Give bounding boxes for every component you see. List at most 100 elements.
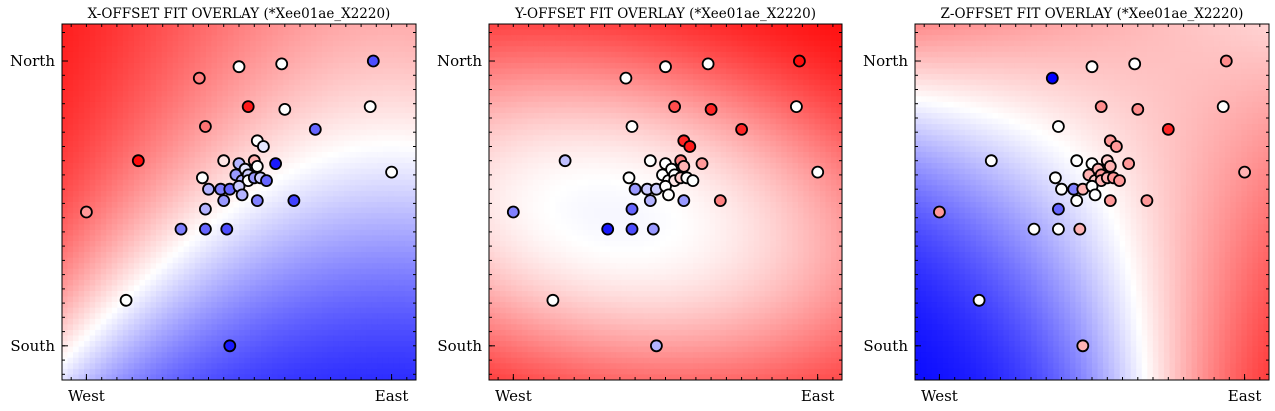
data-point-20 bbox=[195, 171, 209, 185]
data-point-11 bbox=[1052, 120, 1065, 133]
data-point-5 bbox=[1085, 60, 1099, 74]
x-tick-label: West bbox=[68, 387, 105, 405]
data-point-32 bbox=[677, 159, 691, 173]
data-point-42 bbox=[1076, 339, 1090, 353]
data-point-40 bbox=[625, 222, 639, 236]
x-tick-label: West bbox=[495, 387, 532, 405]
data-point-34 bbox=[235, 188, 249, 202]
data-point-38 bbox=[287, 194, 301, 208]
data-point-5 bbox=[232, 60, 246, 74]
data-point-7 bbox=[1219, 54, 1233, 68]
data-point-13 bbox=[385, 165, 399, 179]
data-point-32 bbox=[250, 159, 264, 173]
data-point-32 bbox=[1103, 159, 1117, 173]
data-point-40 bbox=[1052, 222, 1065, 236]
panel-title: X-OFFSET FIT OVERLAY (*Xee01ae_X2220) bbox=[88, 6, 391, 22]
x-tick-label: East bbox=[1228, 387, 1262, 405]
panel-title: Z-OFFSET FIT OVERLAY (*Xee01ae_X2220) bbox=[941, 6, 1244, 22]
scatter-points bbox=[933, 54, 1251, 353]
data-point-1 bbox=[933, 205, 946, 219]
data-point-6 bbox=[275, 57, 289, 71]
scatter-points bbox=[506, 54, 825, 353]
y-tick-label: North bbox=[437, 52, 482, 70]
data-point-20 bbox=[1049, 171, 1062, 185]
x-tick-label: East bbox=[375, 387, 409, 405]
minor-ticks bbox=[489, 24, 842, 380]
data-point-21 bbox=[202, 182, 215, 196]
data-point-2 bbox=[558, 154, 572, 168]
data-point-39 bbox=[601, 222, 615, 236]
chart-panel-1: West East South North X-OFFSET FIT OVERLAY (… bbox=[10, 6, 417, 405]
data-point-21 bbox=[1055, 182, 1068, 196]
data-point-1 bbox=[506, 205, 520, 219]
data-point-42 bbox=[650, 339, 663, 353]
data-point-35 bbox=[1070, 194, 1084, 208]
chart-panel-2: West East South North Y-OFFSET FIT OVERLAY (… bbox=[437, 6, 843, 405]
data-point-17 bbox=[1070, 154, 1084, 168]
data-point-2 bbox=[984, 154, 998, 168]
panel-title: Y-OFFSET FIT OVERLAY (*Xee01ae_X2220) bbox=[514, 6, 816, 22]
data-point-6 bbox=[701, 57, 715, 71]
data-point-41 bbox=[220, 222, 234, 236]
data-point-1 bbox=[80, 205, 93, 219]
y-tick-label: South bbox=[863, 337, 908, 355]
data-point-20 bbox=[622, 171, 636, 185]
data-point-34 bbox=[1088, 188, 1102, 202]
data-point-34 bbox=[662, 188, 675, 202]
data-point-6 bbox=[1128, 57, 1142, 71]
data-point-12 bbox=[308, 122, 322, 136]
scatter-points bbox=[80, 54, 399, 353]
y-tick-label: North bbox=[863, 52, 908, 70]
data-point-35 bbox=[643, 194, 657, 208]
data-point-41 bbox=[646, 222, 660, 236]
data-point-42 bbox=[223, 339, 237, 353]
data-point-8 bbox=[1094, 100, 1108, 113]
data-point-38 bbox=[713, 194, 727, 208]
minor-ticks bbox=[62, 24, 416, 380]
data-point-8 bbox=[668, 100, 681, 113]
data-point-3 bbox=[972, 293, 986, 307]
data-point-9 bbox=[704, 103, 718, 116]
data-point-31 bbox=[686, 174, 700, 188]
data-point-15 bbox=[683, 140, 697, 153]
y-tick-label: South bbox=[10, 337, 55, 355]
data-point-4 bbox=[192, 71, 206, 85]
data-point-10 bbox=[1216, 100, 1230, 113]
data-point-4 bbox=[619, 71, 633, 85]
data-point-11 bbox=[198, 120, 212, 133]
data-point-4 bbox=[1045, 71, 1059, 85]
data-point-7 bbox=[793, 54, 806, 68]
data-point-15 bbox=[256, 140, 270, 153]
data-point-10 bbox=[363, 100, 377, 113]
data-point-12 bbox=[1161, 122, 1175, 136]
data-point-9 bbox=[278, 103, 292, 116]
data-point-3 bbox=[119, 293, 133, 307]
chart-panel-3: West East South North Z-OFFSET FIT OVERLAY (… bbox=[863, 6, 1270, 405]
data-point-5 bbox=[659, 60, 672, 74]
data-point-12 bbox=[735, 122, 748, 136]
data-point-7 bbox=[366, 54, 380, 68]
data-point-13 bbox=[811, 165, 825, 179]
data-point-39 bbox=[174, 222, 188, 236]
data-point-21 bbox=[628, 182, 642, 196]
data-point-37 bbox=[677, 194, 691, 208]
data-point-16 bbox=[1122, 157, 1135, 171]
heatmap-background bbox=[915, 24, 1269, 380]
data-point-8 bbox=[241, 100, 255, 113]
data-point-11 bbox=[625, 120, 639, 133]
x-tick-label: East bbox=[801, 387, 835, 405]
data-point-31 bbox=[260, 174, 273, 188]
data-point-36 bbox=[198, 202, 212, 216]
data-point-16 bbox=[269, 157, 283, 171]
data-point-36 bbox=[1052, 202, 1065, 216]
data-point-40 bbox=[198, 222, 212, 236]
data-point-37 bbox=[1103, 194, 1117, 208]
data-point-10 bbox=[790, 100, 803, 113]
data-point-17 bbox=[643, 154, 657, 168]
y-tick-label: South bbox=[437, 337, 482, 355]
data-point-17 bbox=[217, 154, 231, 168]
data-point-3 bbox=[546, 293, 560, 307]
data-point-37 bbox=[250, 194, 264, 208]
data-point-2 bbox=[131, 154, 145, 168]
